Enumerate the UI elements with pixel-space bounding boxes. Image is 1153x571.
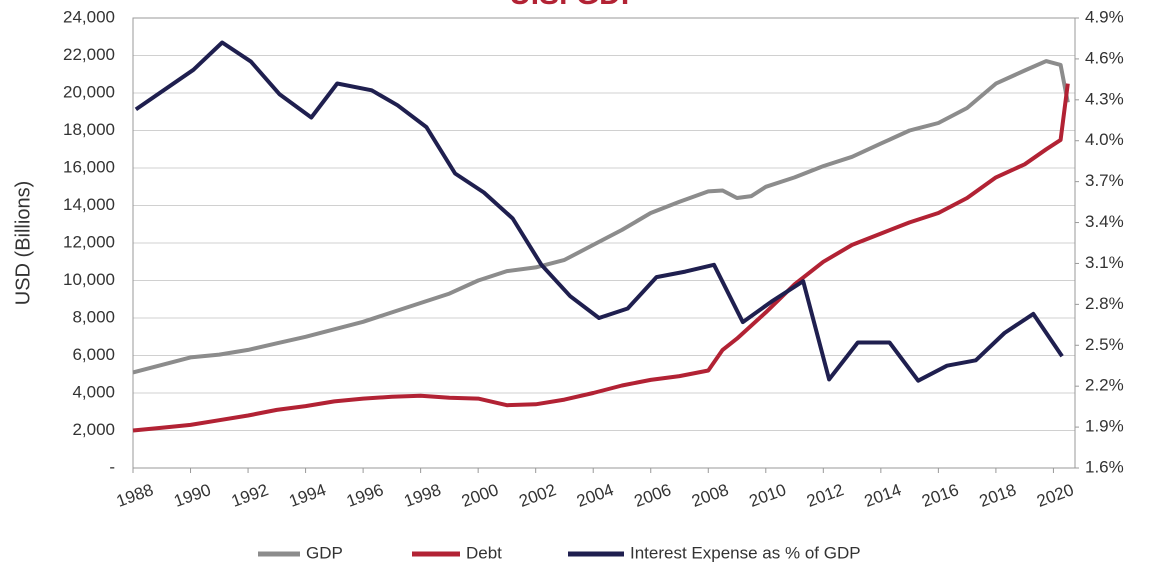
x-tick-label: 2006 xyxy=(632,480,674,511)
y2-tick-label: 4.0% xyxy=(1085,130,1124,149)
series-line xyxy=(132,59,1070,375)
y2-tick-label: 3.7% xyxy=(1085,171,1124,190)
y-tick-label: 18,000 xyxy=(63,120,115,139)
x-tick-label: 2010 xyxy=(747,480,789,511)
x-tick-label: 1998 xyxy=(401,480,443,511)
y2-tick-label: 4.9% xyxy=(1085,7,1124,26)
y2-tick-label: 3.1% xyxy=(1085,253,1124,272)
x-tick-label: 2002 xyxy=(517,480,559,511)
y2-tick-label: 2.8% xyxy=(1085,294,1124,313)
x-tick-label: 2004 xyxy=(574,480,616,511)
y-tick-label: 2,000 xyxy=(72,420,115,439)
x-tick-label: 2018 xyxy=(977,480,1019,511)
y2-tick-label: 4.3% xyxy=(1085,89,1124,108)
x-tick-label: 1994 xyxy=(286,480,328,511)
y-axis-label: USD (Billions) xyxy=(12,181,34,305)
legend-label: GDP xyxy=(306,543,343,562)
y-tick-label: - xyxy=(109,457,115,476)
x-tick-label: 1988 xyxy=(114,480,156,511)
x-tick-label: 1992 xyxy=(229,480,271,511)
x-tick-label: 2012 xyxy=(804,480,846,511)
y2-tick-label: 1.9% xyxy=(1085,417,1124,436)
legend-label: Interest Expense as % of GDP xyxy=(630,543,861,562)
y-tick-label: 16,000 xyxy=(63,157,115,176)
x-tick-label: 2020 xyxy=(1034,480,1076,511)
y-tick-label: 22,000 xyxy=(63,45,115,64)
legend-label: Debt xyxy=(466,543,502,562)
y-tick-label: 4,000 xyxy=(72,382,115,401)
y-tick-label: 8,000 xyxy=(72,307,115,326)
y2-tick-label: 2.2% xyxy=(1085,376,1124,395)
x-tick-label: 2008 xyxy=(689,480,731,511)
y2-tick-label: 4.6% xyxy=(1085,48,1124,67)
x-tick-label: 1990 xyxy=(171,480,213,511)
y2-tick-label: 1.6% xyxy=(1085,457,1124,476)
y2-tick-label: 2.5% xyxy=(1085,335,1124,354)
x-tick-label: 2016 xyxy=(919,480,961,511)
y-tick-label: 14,000 xyxy=(63,195,115,214)
series-line xyxy=(132,83,1070,433)
y-tick-label: 6,000 xyxy=(72,345,115,364)
y-tick-label: 20,000 xyxy=(63,82,115,101)
plot-frame xyxy=(132,17,1076,469)
series-line xyxy=(134,40,1064,383)
y2-tick-label: 3.4% xyxy=(1085,212,1124,231)
y-tick-label: 10,000 xyxy=(63,270,115,289)
y-tick-label: 24,000 xyxy=(63,7,115,26)
y-tick-label: 12,000 xyxy=(63,232,115,251)
x-tick-label: 2014 xyxy=(862,480,904,511)
chart-title: U.S. GDP xyxy=(509,0,641,11)
x-tick-label: 2000 xyxy=(459,480,501,511)
x-tick-label: 1996 xyxy=(344,480,386,511)
